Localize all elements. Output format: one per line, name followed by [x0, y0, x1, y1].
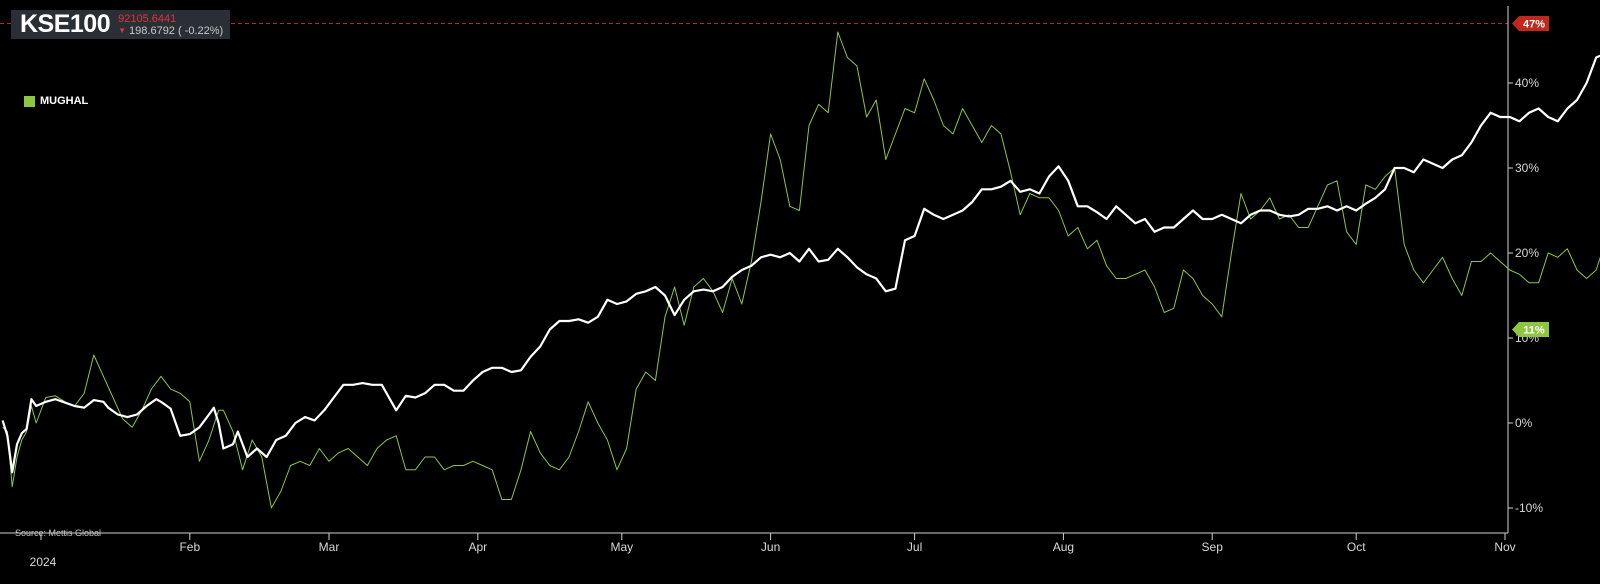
x-tick-label: Feb	[179, 540, 200, 554]
series-line-kse100	[1, 54, 1600, 474]
chart-legend: MUGHAL	[24, 95, 88, 107]
y-tick-label: 20%	[1515, 246, 1539, 260]
x-tick-label: Aug	[1053, 540, 1074, 554]
x-tick-label: 2024	[30, 555, 57, 569]
last-price: 92105.6441	[118, 12, 177, 25]
down-triangle-icon: ▼	[118, 25, 127, 35]
y-tick-label: 40%	[1515, 76, 1539, 90]
price-change-text: 198.6792 ( -0.22%)	[129, 24, 224, 37]
x-tick-label: Jul	[907, 540, 922, 554]
x-tick-label: Sep	[1202, 540, 1224, 554]
x-tick-label: Apr	[468, 540, 487, 554]
legend-label: MUGHAL	[40, 95, 89, 107]
y-tick-label: -10%	[1515, 501, 1543, 515]
quote-block: 92105.6441 ▼ 198.6792 ( -0.22%)	[118, 13, 223, 37]
y-tick-label: 0%	[1515, 416, 1533, 430]
last-value-tag-mughal	[1512, 322, 1549, 337]
ticker-header: KSE100 92105.6441 ▼ 198.6792 ( -0.22%)	[11, 10, 230, 39]
last-value-label-mughal: 11%	[1523, 325, 1545, 337]
last-value-label-kse100: 47%	[1523, 19, 1545, 31]
last-value-tag-kse100	[1512, 16, 1549, 31]
price-change: ▼ 198.6792 ( -0.22%)	[118, 25, 223, 37]
ticker-symbol: KSE100	[20, 10, 111, 38]
x-tick-label: Mar	[319, 540, 340, 554]
x-tick-label: Jun	[761, 540, 780, 554]
source-note: Source: Mettis Global	[15, 528, 102, 538]
x-tick-label: Nov	[1494, 540, 1515, 554]
legend-swatch	[24, 95, 35, 107]
series-line-mughal	[2, 31, 1600, 509]
x-tick-label: May	[610, 540, 633, 554]
x-tick-label: Oct	[1347, 540, 1366, 554]
chart-series	[1, 31, 1600, 509]
y-tick-label: 30%	[1515, 161, 1539, 175]
last-value-markers: 47% 11%	[1512, 16, 1549, 337]
